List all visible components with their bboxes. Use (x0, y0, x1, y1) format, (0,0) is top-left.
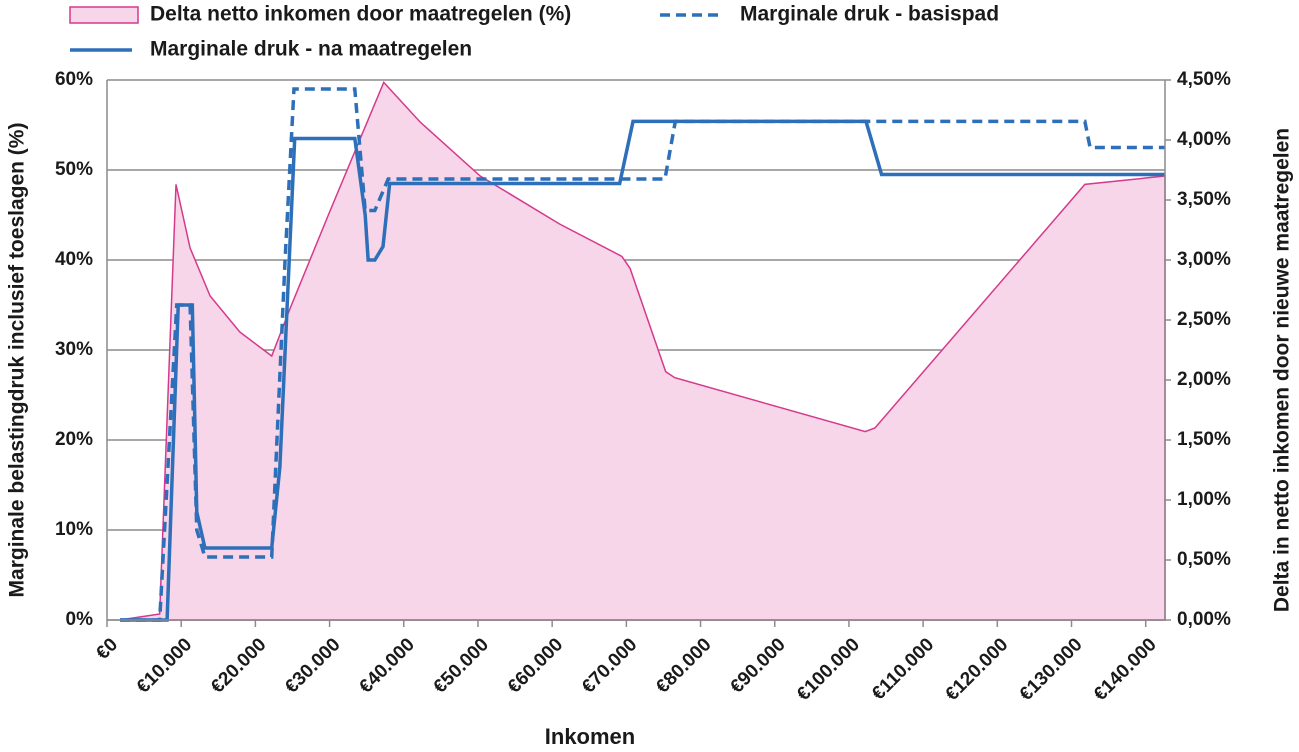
y-tick-label: 40% (55, 249, 93, 270)
x-tick-label: €100.000 (793, 634, 864, 705)
y-tick-label: 50% (55, 159, 93, 180)
legend-label: Marginale druk - basispad (740, 3, 999, 26)
line (119, 87, 1165, 622)
y-tick-label: 10% (55, 519, 93, 540)
x-tick-label: €140.000 (1090, 634, 1161, 705)
y-tick-label: 60% (55, 69, 93, 90)
y2-tick-label: 2,00% (1177, 369, 1231, 390)
y2-tick-label: 0,50% (1177, 549, 1231, 570)
y2-tick-label: 4,50% (1177, 69, 1231, 90)
x-tick-label: €20.000 (207, 634, 270, 697)
x-tick-label: €70.000 (578, 634, 641, 697)
x-tick-label: €50.000 (430, 634, 493, 697)
x-tick-label: €110.000 (868, 634, 938, 704)
x-tick-label: €40.000 (355, 634, 418, 697)
y-tick-label: 20% (55, 429, 93, 450)
line (119, 119, 1165, 622)
y2-tick-label: 1,00% (1177, 489, 1231, 510)
y2-tick-label: 2,50% (1177, 309, 1231, 330)
x-tick-label: €90.000 (726, 634, 789, 697)
area (119, 81, 1166, 621)
x-tick-label: €120.000 (942, 634, 1013, 705)
y-tick-label: 0% (66, 609, 94, 630)
x-tick-label: €60.000 (504, 634, 567, 697)
x-tick-label: €130.000 (1016, 634, 1087, 705)
y2-axis-label: Delta in netto inkomen door nieuwe maatr… (1271, 128, 1294, 612)
x-tick-label: €80.000 (652, 634, 715, 697)
x-tick-label: €0 (92, 634, 122, 664)
legend-label: Marginale druk - na maatregelen (150, 38, 472, 61)
legend-label: Delta netto inkomen door maatregelen (%) (150, 3, 571, 26)
y2-tick-label: 4,00% (1177, 129, 1231, 150)
y2-tick-label: 1,50% (1177, 429, 1231, 450)
x-axis-label: Inkomen (545, 724, 635, 749)
y-axis-label: Marginale belastingdruk inclusief toesla… (6, 123, 29, 598)
y2-tick-label: 3,00% (1177, 249, 1231, 270)
y-tick-label: 30% (55, 339, 93, 360)
y2-tick-label: 0,00% (1177, 609, 1231, 630)
x-tick-label: €30.000 (281, 634, 344, 697)
x-tick-label: €10.000 (133, 634, 196, 697)
y2-tick-label: 3,50% (1177, 189, 1231, 210)
legend-swatch (69, 6, 139, 24)
